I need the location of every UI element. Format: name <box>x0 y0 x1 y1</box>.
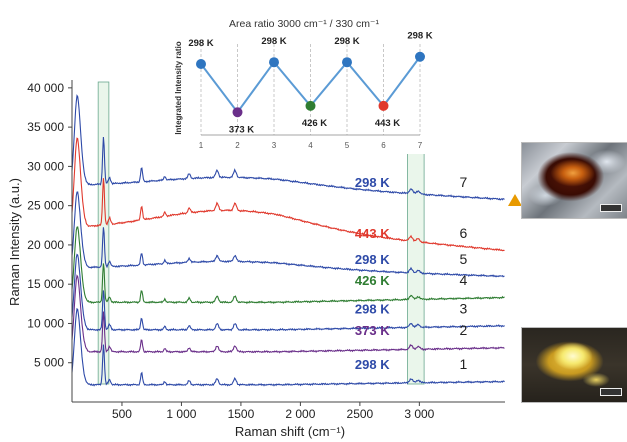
series-temperature-label: 298 K <box>355 357 390 372</box>
inset-x-tick-label: 6 <box>381 141 386 150</box>
series-temperature-label: 426 K <box>355 273 390 288</box>
series-index-label: 1 <box>459 356 467 372</box>
scale-bar <box>600 388 622 396</box>
series-index-label: 3 <box>459 300 467 316</box>
inset-point <box>196 59 206 70</box>
x-tick-label: 2500 <box>347 407 374 421</box>
inset-x-tick-label: 4 <box>308 141 313 150</box>
inset-x-tick-label: 5 <box>345 141 350 150</box>
inset-x-tick-label: 2 <box>235 141 240 150</box>
spectrum-line-2 <box>71 274 505 354</box>
inset-points: 298 K 373 K 298 K 426 K 298 K 443 K 298 K <box>188 31 432 136</box>
x-axis-label: Raman shift (cm⁻¹) <box>235 424 345 439</box>
spectrum-line-5 <box>71 191 505 278</box>
inset-point-label: 298 K <box>261 36 286 47</box>
inset-x-tick-label: 1 <box>199 141 204 150</box>
inset-point <box>378 100 389 111</box>
series-index-label: 5 <box>459 251 467 267</box>
spectrum-line-6 <box>71 137 505 252</box>
x-tick-label: 3 000 <box>404 407 434 421</box>
series-index-label: 2 <box>459 322 467 338</box>
inset-point <box>269 57 279 68</box>
series-temperature-label: 298 K <box>355 301 390 316</box>
y-tick-label: 30 000 <box>27 159 64 173</box>
inset-point <box>232 107 243 118</box>
inset-x-tick-label: 3 <box>272 141 277 150</box>
inset-point-label: 426 K <box>302 118 327 129</box>
x-tick-label: 1 000 <box>166 407 196 421</box>
inset-ratio-chart: Area ratio 3000 cm⁻¹ / 330 cm⁻¹ Integrat… <box>174 18 435 154</box>
y-tick-label: 15 000 <box>27 277 64 291</box>
series-temperature-label: 298 K <box>355 175 390 190</box>
spectrum-line-1 <box>71 307 505 387</box>
inset-background <box>201 44 435 154</box>
sample-micrograph-after <box>521 142 627 219</box>
sample-micrograph-before <box>521 327 627 403</box>
series-index-label: 7 <box>459 174 467 190</box>
series-temperature-label: 443 K <box>355 226 390 241</box>
scale-bar <box>600 204 622 212</box>
series-temperature-label: 298 K <box>355 252 390 267</box>
y-tick-label: 35 000 <box>27 120 64 134</box>
y-tick-label: 10 000 <box>27 316 64 330</box>
inset-point-label: 298 K <box>334 36 359 47</box>
inset-point-label: 443 K <box>375 118 400 129</box>
inset-point <box>415 51 425 62</box>
y-tick-label: 20 000 <box>27 238 64 252</box>
inset-title: Area ratio 3000 cm⁻¹ / 330 cm⁻¹ <box>229 18 379 30</box>
spectra-series <box>71 94 505 387</box>
inset-point <box>305 100 316 111</box>
x-tick-labels: 500 1 000 1500 2 000 2500 3 000 <box>112 402 435 421</box>
inset-y-axis-label: Integrated Intensity ratio <box>174 41 183 134</box>
y-tick-label: 40 000 <box>27 81 64 95</box>
spectrum-line-3 <box>71 253 505 332</box>
main-axes <box>71 80 505 403</box>
series-temperature-labels: 298 K 373 K 298 K 426 K 298 K 443 K 298 K <box>355 175 390 372</box>
y-tick-labels: 5 000 10 000 15 000 20 000 25 000 30 000 35 00… <box>27 81 72 370</box>
y-axis-label: Raman Intensity (a.u.) <box>7 178 22 306</box>
inset-x-tick-label: 7 <box>418 141 423 150</box>
temperature-arrow <box>508 194 522 388</box>
series-index-labels: 1 2 3 4 5 6 7 <box>459 174 467 372</box>
inset-point-label: 298 K <box>188 38 213 49</box>
inset-point-label: 373 K <box>229 124 254 135</box>
inset-x-tick-labels: 1 2 3 4 5 6 7 <box>199 141 423 150</box>
series-index-label: 4 <box>459 272 467 288</box>
inset-point <box>342 57 352 68</box>
y-tick-label: 25 000 <box>27 199 64 213</box>
x-tick-label: 1500 <box>228 407 255 421</box>
x-tick-label: 2 000 <box>285 407 315 421</box>
spectrum-line-4 <box>71 226 505 305</box>
x-tick-label: 500 <box>112 407 132 421</box>
inset-point-label: 298 K <box>407 31 432 42</box>
y-tick-label: 5 000 <box>34 356 64 370</box>
series-index-label: 6 <box>459 225 467 241</box>
inset-grid <box>200 44 421 136</box>
spectrum-line-7 <box>71 94 505 201</box>
series-temperature-label: 373 K <box>355 323 390 338</box>
